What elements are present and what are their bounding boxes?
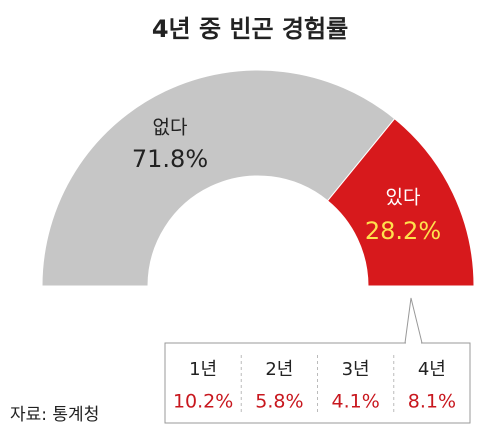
breakdown-value: 5.8% <box>255 391 303 413</box>
breakdown-value: 10.2% <box>173 391 233 413</box>
breakdown-label: 3년 <box>342 359 370 380</box>
breakdown-value: 8.1% <box>408 391 456 413</box>
breakdown-label: 2년 <box>265 359 293 380</box>
slice-value-label: 28.2% <box>365 217 441 245</box>
breakdown-label: 1년 <box>189 359 217 380</box>
breakdown-label: 4년 <box>418 359 446 380</box>
slice <box>41 69 396 287</box>
slice-label: 없다 <box>153 117 188 139</box>
source: 자료: 통계청 <box>10 405 99 425</box>
slice <box>326 118 475 287</box>
breakdown-value: 4.1% <box>331 391 379 413</box>
slice-value-label: 71.8% <box>132 145 208 173</box>
slice-label: 있다 <box>386 187 421 209</box>
callout-pointer <box>404 297 423 344</box>
chart-title: 4년 중 빈곤 경험률 <box>152 15 348 43</box>
